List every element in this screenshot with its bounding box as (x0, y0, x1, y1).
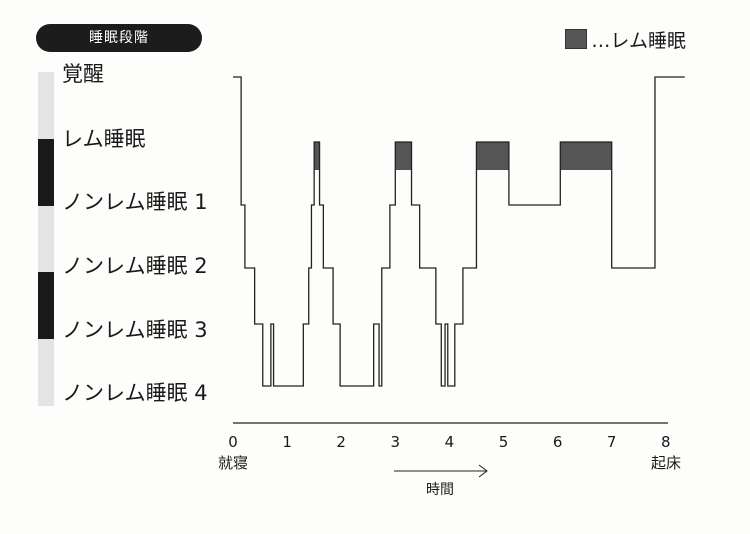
time-arrow-head (478, 464, 488, 478)
stage-bar-segment (38, 205, 54, 273)
rem-block (395, 142, 412, 170)
stage-bar-segment (38, 138, 54, 206)
chart-title: 睡眠段階 (36, 24, 202, 52)
x-tick-label: 1 (282, 433, 292, 451)
x-end-label: 起床 (651, 454, 681, 472)
stage-bar-segment (38, 72, 54, 139)
x-tick-label: 5 (499, 433, 509, 451)
x-tick-label: 4 (445, 433, 455, 451)
x-tick-labels: 0 1 2 3 4 5 6 7 8 (228, 433, 670, 451)
rem-block (476, 142, 509, 170)
stage-color-bar (38, 72, 54, 406)
y-label-rem: レム睡眠 (62, 127, 146, 151)
y-label-nrem1: ノンレム睡眠 1 (62, 190, 208, 214)
legend-label-rem: …レム睡眠 (591, 29, 686, 52)
y-label-nrem4: ノンレム睡眠 4 (62, 381, 208, 405)
stage-bar-segment (38, 272, 54, 340)
legend: …レム睡眠 (565, 28, 686, 52)
y-label-nrem2: ノンレム睡眠 2 (62, 254, 208, 278)
x-axis-title: 時間 (426, 482, 454, 498)
rem-block (314, 142, 320, 170)
stage-bar-segment (38, 339, 54, 406)
x-tick-label: 3 (391, 433, 401, 451)
x-tick-label: 2 (336, 433, 346, 451)
rem-block (560, 142, 612, 170)
x-tick-label: 6 (553, 433, 563, 451)
rem-blocks (314, 142, 612, 170)
x-tick-label: 8 (661, 433, 671, 451)
y-label-wake: 覚醒 (62, 62, 104, 86)
x-tick-label: 7 (607, 433, 617, 451)
x-start-label: 就寝 (218, 454, 248, 472)
legend-swatch-rem (565, 29, 588, 49)
x-tick-label: 0 (228, 433, 238, 451)
y-label-nrem3: ノンレム睡眠 3 (62, 318, 208, 342)
hypnogram-line (233, 76, 685, 387)
